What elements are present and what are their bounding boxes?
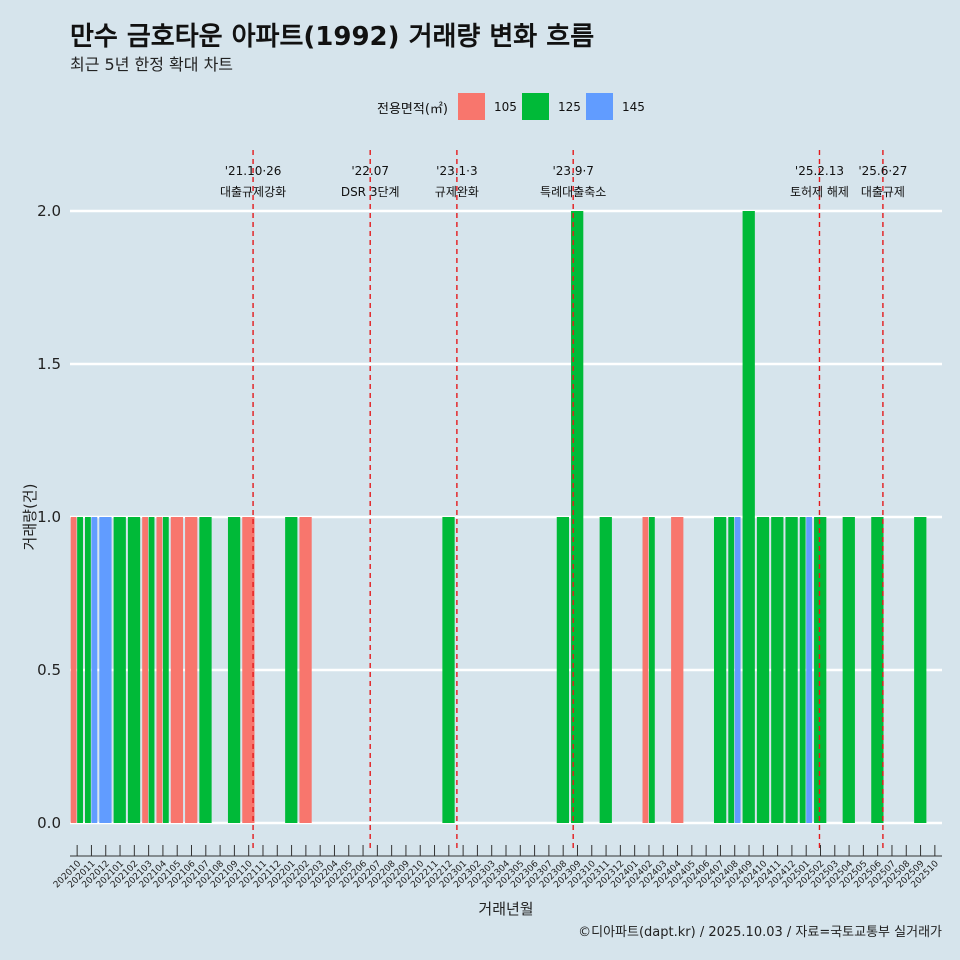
event-label: 토허제 해제	[790, 185, 849, 199]
bar-125-202409	[742, 211, 755, 823]
bar-105-202404	[671, 517, 684, 823]
chart-title: 만수 금호타운 아파트(1992) 거래량 변화 흐름	[70, 22, 594, 52]
bar-125-202104	[162, 517, 169, 823]
bar-125-202509	[914, 517, 927, 823]
bar-105-202402	[642, 517, 649, 823]
bar-125-202412	[785, 517, 798, 823]
legend-label-105: 105	[494, 100, 517, 114]
bar-105-202106	[185, 517, 198, 823]
bar-125-202011	[85, 517, 91, 823]
bars	[70, 211, 927, 823]
event-date-label: '23.1·3	[436, 164, 477, 178]
y-tick-label: 1.0	[37, 508, 61, 526]
bar-125-202502	[814, 517, 827, 823]
y-tick-label: 0.5	[37, 661, 61, 679]
bar-125-202402	[648, 517, 655, 823]
bar-125-202410	[756, 517, 770, 823]
y-tick-label: 0.0	[37, 814, 61, 832]
legend-label-145: 145	[622, 100, 645, 114]
legend-title: 전용면적(㎡)	[377, 102, 448, 117]
event-label: 규제완화	[435, 185, 479, 199]
bar-125-202102	[127, 517, 141, 823]
y-axis: 0.0 0.5 1.0 1.5 2.0	[37, 202, 61, 832]
legend-label-125: 125	[558, 100, 581, 114]
bar-145-202011	[91, 517, 98, 823]
event-markers: '21.10·26 대출규제강화 '22.07 DSR 3단계 '23.1·3 규제완화 '…	[220, 150, 907, 850]
event-date-label: '23.9·7	[552, 164, 593, 178]
bar-125-202411	[771, 517, 784, 823]
event-date-label: '22.07	[351, 164, 389, 178]
bar-125-202501	[799, 517, 806, 823]
bar-125-202311	[599, 517, 612, 823]
legend-swatch-105	[458, 93, 485, 120]
bar-125-202504	[842, 517, 855, 823]
y-tick-label: 2.0	[37, 202, 61, 220]
legend: 전용면적(㎡) 105 125 145	[377, 93, 645, 120]
event-label: 대출규제	[861, 185, 905, 199]
bar-125-202309	[571, 211, 584, 823]
event-label: 대출규제강화	[220, 185, 286, 199]
event-date-label: '25.6·27	[858, 164, 907, 178]
bar-125-202308	[556, 517, 570, 823]
event-date-label: '21.10·26	[225, 164, 282, 178]
legend-swatch-125	[522, 93, 549, 120]
bar-125-202109	[227, 517, 241, 823]
bar-105-202104	[156, 517, 163, 823]
legend-swatch-145	[586, 93, 613, 120]
bar-105-202103	[142, 517, 149, 823]
event-label: DSR 3단계	[341, 185, 400, 199]
bar-125-202506	[871, 517, 884, 823]
event-date-label: '25.2.13	[795, 164, 844, 178]
bar-125-202212	[442, 517, 455, 823]
bar-105-202202	[299, 517, 312, 823]
bar-125-202407	[713, 517, 727, 823]
y-axis-title: 거래량(건)	[21, 484, 39, 551]
chart-caption: ©디아파트(dapt.kr) / 2025.10.03 / 자료=국토교통부 실…	[578, 925, 942, 940]
bar-125-202010	[77, 517, 83, 823]
bar-105-202110	[242, 517, 255, 823]
bar-105-202010	[70, 517, 77, 823]
bar-125-202103	[148, 517, 155, 823]
bar-125-202201	[285, 517, 298, 823]
bar-145-202408	[734, 517, 741, 823]
y-tick-label: 1.5	[37, 355, 61, 373]
chart-subtitle: 최근 5년 한정 확대 차트	[70, 55, 233, 74]
bar-145-202501	[806, 517, 813, 823]
bar-105-202105	[170, 517, 184, 823]
bar-125-202107	[199, 517, 212, 823]
bar-125-202408	[728, 517, 735, 823]
x-axis-title: 거래년월	[478, 900, 533, 918]
bar-145-202012	[99, 517, 112, 823]
event-label: 특례대출축소	[540, 185, 606, 199]
bar-125-202101	[113, 517, 126, 823]
